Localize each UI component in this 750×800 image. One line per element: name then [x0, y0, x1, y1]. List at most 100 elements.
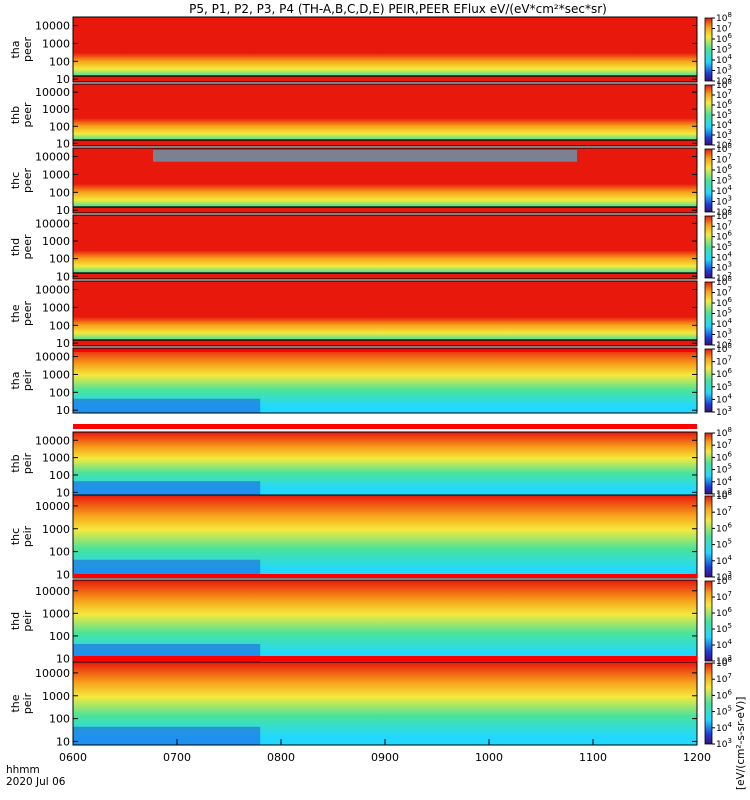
colorbar-tick-base: 10 — [716, 274, 728, 284]
colorbar-tick-base: 10 — [716, 675, 728, 685]
panel-ylabel: thdpeer — [9, 234, 34, 260]
colorbar-tick-label: 108 — [716, 11, 732, 24]
y-tick-label: 10 — [56, 270, 70, 283]
colorbar-tick-label: 103 — [716, 128, 732, 141]
y-tick-label: 10 — [56, 337, 70, 350]
spectrogram-area — [73, 580, 697, 662]
colorbar-tick-base: 10 — [716, 35, 728, 45]
colorbar-tick-exponent: 4 — [727, 184, 732, 192]
colorbar-tick-exponent: 7 — [727, 219, 731, 227]
colorbar-tick-exponent: 4 — [727, 250, 732, 258]
y-tick-label: 10000 — [35, 20, 70, 33]
y-tick-label: 10000 — [35, 217, 70, 230]
colorbar-tick-label: 105 — [716, 622, 732, 635]
colorbar-tick-base: 10 — [716, 222, 728, 232]
y-tick-label: 1000 — [42, 235, 70, 248]
colorbar-tick-base: 10 — [716, 593, 728, 603]
colorbar-tick-label: 108 — [716, 656, 732, 669]
spectrogram-area — [73, 215, 697, 279]
colorbar-tick-base: 10 — [716, 708, 728, 718]
colorbar-tick-exponent: 7 — [727, 286, 731, 294]
colorbar-tick-base: 10 — [716, 101, 728, 111]
panel-frame — [72, 16, 698, 83]
colorbar-tick-label: 105 — [716, 307, 732, 320]
colorbar-tick-label: 106 — [716, 32, 732, 45]
colorbar-tick-label: 106 — [716, 367, 732, 380]
colorbar-tick-base: 10 — [716, 198, 728, 208]
colorbar-tick-exponent: 6 — [727, 163, 732, 171]
colorbar-tick-label: 106 — [716, 296, 732, 309]
colorbar-tick-exponent: 3 — [727, 64, 731, 72]
colorbar-tick-label: 106 — [716, 163, 732, 176]
colorbar-tick-base: 10 — [716, 14, 728, 24]
colorbar-tick-base: 10 — [716, 577, 728, 587]
panel-thc-peer: 10100100010000thcpeer1021031041051061071… — [9, 142, 732, 218]
figure-title: P5, P1, P2, P3, P4 (TH-A,B,C,D,E) PEIR,P… — [189, 2, 607, 16]
x-axis: 0600 0700 0800 0900 1000 1100 1200 — [59, 739, 711, 764]
colorbar-tick-label: 108 — [716, 574, 732, 587]
y-tick-label: 1000 — [42, 168, 70, 181]
panel-frame — [72, 214, 698, 280]
colorbar-tick-label: 104 — [716, 53, 732, 66]
x-tick-label: 0700 — [163, 751, 191, 764]
y-tick-label: 10 — [56, 653, 70, 666]
colorbar-tick-label: 103 — [716, 64, 732, 77]
x-tick-label: 0600 — [59, 751, 87, 764]
colorbar-tick-exponent: 7 — [727, 88, 731, 96]
colorbar-tick-label: 104 — [716, 475, 732, 488]
panel-the-peer: 10100100010000thepeer1021031041051061071… — [9, 275, 732, 351]
colorbar-tick-base: 10 — [716, 156, 728, 166]
y-tick-label: 10000 — [35, 351, 70, 364]
colorbar-tick-exponent: 6 — [727, 367, 732, 375]
colorbar-tick-exponent: 5 — [727, 622, 731, 630]
colorbar-tick-label: 106 — [716, 450, 732, 463]
panel-ylabel-probe: thd — [9, 238, 22, 256]
colorbar-tick-label: 103 — [716, 654, 732, 667]
colorbar — [704, 17, 713, 82]
panel-ylabel-species: peer — [21, 37, 34, 63]
colorbar-tick-label: 103 — [716, 570, 732, 583]
panel-frame — [72, 280, 698, 347]
colorbar-tick-label: 108 — [716, 342, 732, 355]
colorbar-tick-exponent: 5 — [727, 705, 731, 713]
panel-tha-peer: 10100100010000thapeer1021031041051061071… — [9, 11, 732, 87]
colorbar-tick-exponent: 7 — [727, 590, 731, 598]
panel-ylabel-probe: thc — [9, 172, 22, 189]
colorbar-tick-exponent: 7 — [727, 22, 731, 30]
colorbar-tick-label: 108 — [716, 78, 732, 91]
panel-ylabel: thapeer — [9, 37, 34, 63]
colorbar-tick-base: 10 — [716, 56, 728, 66]
x-tick-label: 0900 — [371, 751, 399, 764]
colorbar-tick-base: 10 — [716, 383, 728, 393]
colorbar-tick-label: 104 — [716, 250, 732, 263]
low-energy-band — [73, 273, 697, 279]
colorbar-tick-base: 10 — [716, 541, 728, 551]
mode-flag-bar — [73, 574, 697, 578]
colorbar-tick-label: 108 — [716, 489, 732, 502]
y-tick-label: 1000 — [42, 523, 70, 536]
colorbar-tick-label: 108 — [716, 142, 732, 155]
colorbar-tick-exponent: 3 — [727, 570, 731, 578]
colorbar-tick-exponent: 6 — [727, 230, 732, 238]
colorbar-tick-label: 104 — [716, 721, 732, 734]
colorbar-tick-base: 10 — [716, 81, 728, 91]
colorbar-tick-exponent: 5 — [727, 43, 731, 51]
y-tick-label: 10000 — [35, 500, 70, 513]
y-tick-label: 100 — [49, 630, 70, 643]
colorbar-tick-base: 10 — [716, 289, 728, 299]
colorbar-tick-label: 108 — [716, 426, 732, 439]
colorbar-tick-exponent: 8 — [727, 574, 731, 582]
panel-thb-peer: 10100100010000thbpeer1021031041051061071… — [9, 78, 732, 151]
colorbar-tick-label: 104 — [716, 638, 732, 651]
panel-ylabel-species: peer — [21, 168, 34, 194]
colorbar-tick-exponent: 4 — [727, 721, 732, 729]
colorbar-tick-exponent: 4 — [727, 638, 732, 646]
colorbar-tick-label: 107 — [716, 219, 732, 232]
colorbar-tick-label: 107 — [716, 153, 732, 166]
colorbar-tick-base: 10 — [716, 370, 728, 380]
colorbar-tick-base: 10 — [716, 111, 728, 121]
colorbar-tick-base: 10 — [716, 331, 728, 341]
colorbar-tick-exponent: 2 — [727, 205, 731, 213]
